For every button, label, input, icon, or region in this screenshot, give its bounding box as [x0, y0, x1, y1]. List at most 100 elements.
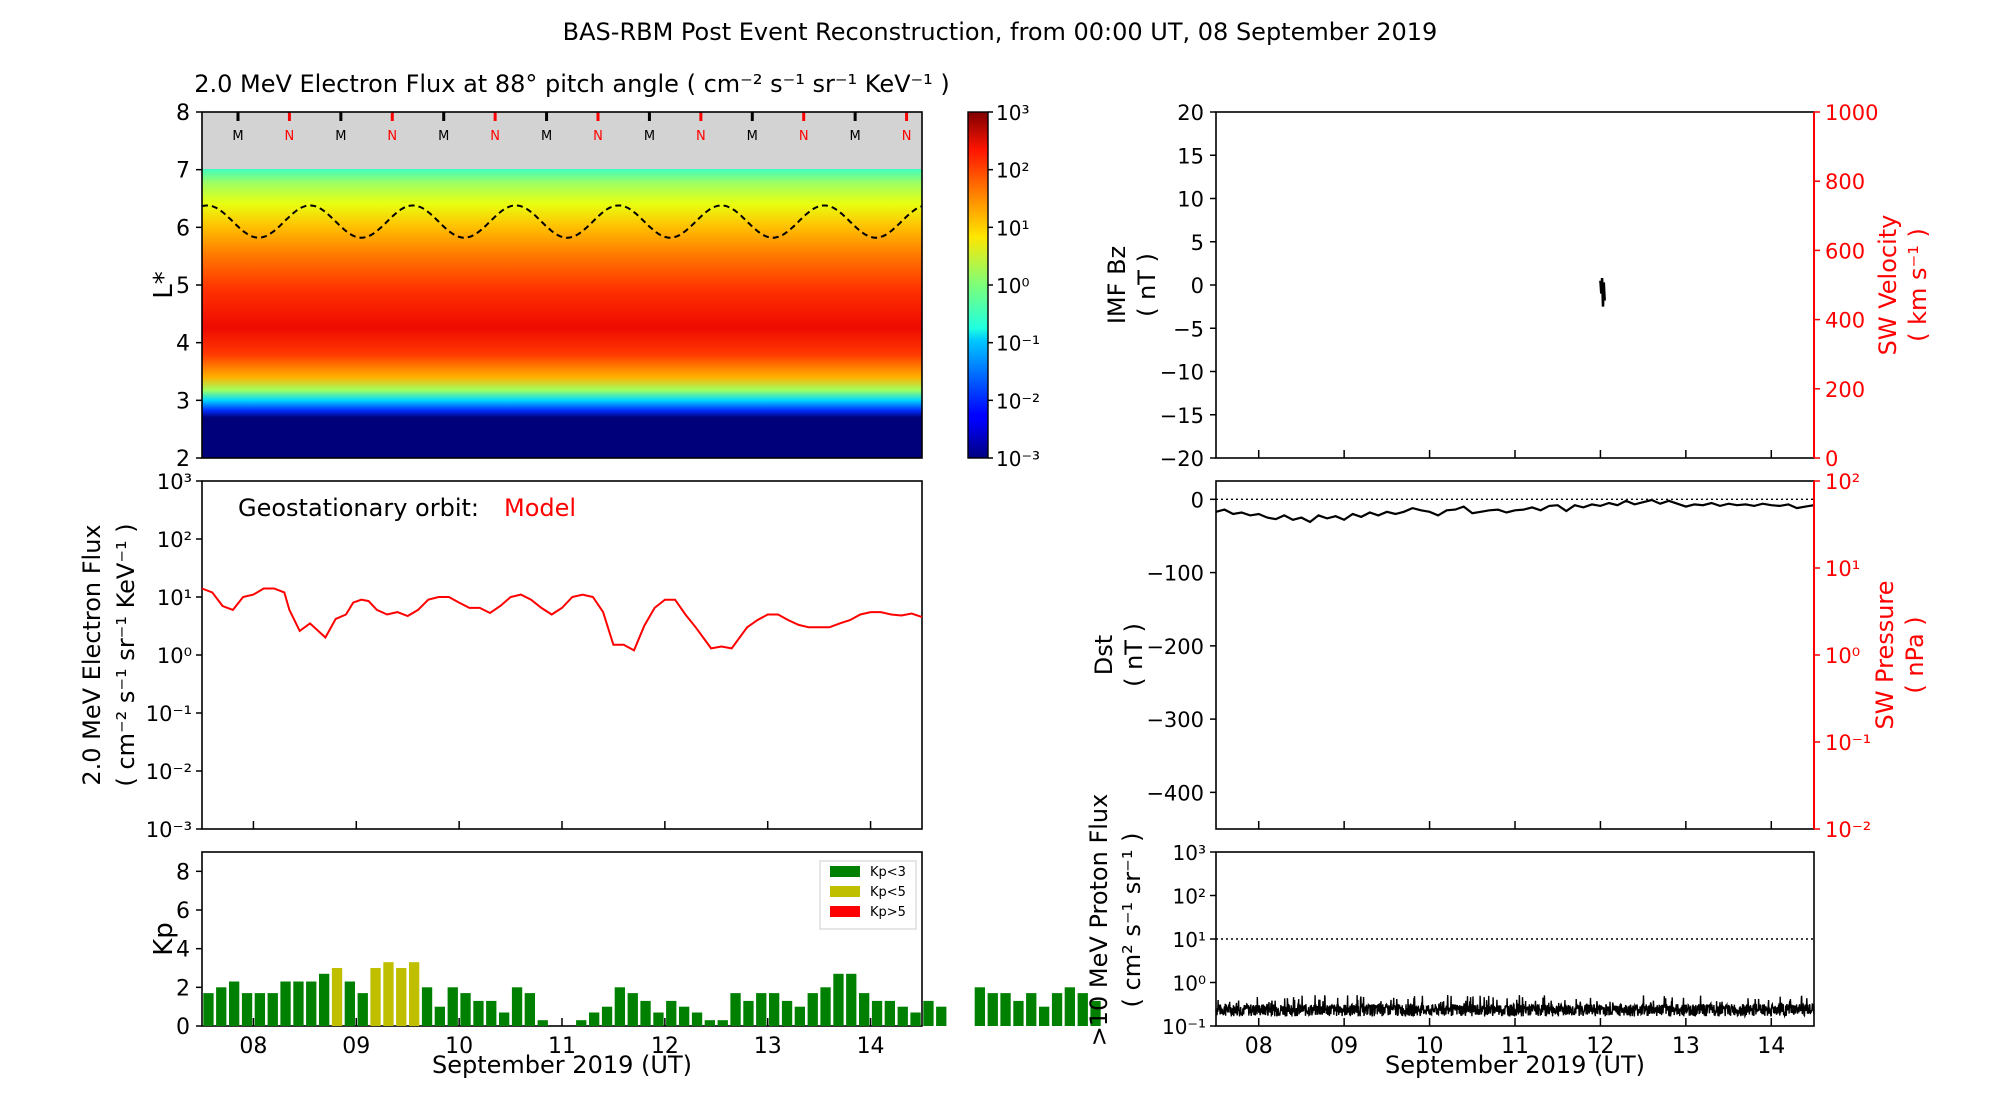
kp-bar	[1090, 1000, 1101, 1026]
colorbar-tick-label: 10⁻²	[996, 389, 1040, 413]
kp-bar	[396, 968, 407, 1026]
y-tick-label: 10⁻¹	[146, 702, 192, 726]
kp-legend-swatch-mid	[830, 886, 860, 897]
y2-tick-label: 10⁻²	[1825, 818, 1871, 842]
colorbar-tick-label: 10⁰	[996, 274, 1029, 298]
y-tick-label: 10⁻³	[146, 818, 192, 842]
x-tick-label: 11	[548, 1034, 576, 1059]
colorbar-tick-label: 10¹	[996, 216, 1029, 240]
kp-bar	[601, 1006, 613, 1026]
x-tick-label: 08	[1245, 1034, 1273, 1059]
dst-ylabel: Dst	[1090, 635, 1118, 675]
mlt-label: M	[232, 129, 243, 144]
colorbar-tick-label: 10⁻³	[996, 447, 1040, 471]
kp-bar	[871, 1000, 883, 1026]
y2-tick-label: 400	[1825, 309, 1865, 333]
kp-bar	[781, 1000, 793, 1026]
mlt-label: N	[593, 129, 603, 144]
proton-y-ticks: 10⁻¹ 10⁰ 10¹ 10² 10³	[1162, 841, 1216, 1039]
proton-ylabel-units: ( cm² s⁻¹ sr⁻¹ )	[1118, 833, 1146, 1008]
colorbar-tick-label: 10²	[996, 159, 1029, 183]
kp-bar	[460, 993, 471, 1026]
kp-bar	[306, 981, 317, 1026]
sw-pressure-ticks: 10⁻² 10⁻¹ 10⁰ 10¹ 10²	[1813, 470, 1871, 842]
y-tick-label: −200	[1146, 635, 1204, 659]
kp-legend-swatch-low	[830, 866, 860, 877]
kp-bar	[280, 981, 291, 1026]
imf-y-ticks: −20 −15 −10 −5 0 5 10 15 20	[1160, 101, 1216, 471]
kp-bar	[640, 1000, 651, 1026]
kp-bar	[293, 981, 304, 1026]
y-tick-label: −5	[1173, 317, 1204, 341]
y-tick-label: 10³	[1173, 841, 1206, 865]
kp-ylabel: Kp	[149, 922, 179, 956]
kp-bar	[897, 1006, 908, 1026]
proton-x-ticks: 08 09 10 11 12 13 14	[1245, 1018, 1785, 1059]
y-tick-label: 10⁰	[157, 644, 192, 668]
kp-bar	[743, 1000, 754, 1026]
mlt-label: M	[541, 129, 552, 144]
kp-bar	[434, 1006, 445, 1026]
kp-bar	[704, 1020, 715, 1026]
mlt-label: N	[902, 129, 912, 144]
kp-bar	[717, 1020, 728, 1026]
kp-bar	[1039, 1006, 1050, 1026]
sw-velocity-label: SW Velocity	[1874, 215, 1902, 356]
kp-bar	[974, 987, 985, 1026]
heatmap-y-ticks: 2 3 4 5 6 7 8	[176, 101, 202, 472]
y-tick-label: 10⁻¹	[1162, 1015, 1206, 1039]
y-tick-label: 0	[1191, 274, 1204, 298]
dst-x-ticks	[1257, 821, 1773, 829]
y2-tick-label: 600	[1825, 239, 1865, 263]
kp-panel: 0 2 4 6 8 08 09 10 11 12 13 14 Kp Kp<3 Kp<5 Kp>5 S…	[149, 851, 1101, 1079]
kp-bar	[216, 987, 227, 1026]
kp-bar	[756, 993, 767, 1026]
kp-bar	[524, 993, 535, 1026]
colorbar-tick-label: 10⁻¹	[996, 332, 1040, 356]
kp-bar	[936, 1006, 947, 1026]
kp-x-ticks: 08 09 10 11 12 13 14	[239, 1018, 885, 1059]
x-tick-label: 09	[1330, 1034, 1358, 1059]
model-flux-line	[201, 587, 923, 652]
sw-pressure-units: ( nPa )	[1901, 616, 1929, 693]
kp-bar	[923, 1000, 934, 1026]
heatmap-title: 2.0 MeV Electron Flux at 88° pitch angle…	[194, 70, 950, 98]
mlt-label: N	[285, 129, 295, 144]
y-tick-label: 5	[1191, 231, 1204, 255]
y2-tick-label: 0	[1825, 447, 1838, 471]
x-tick-label: 11	[1501, 1034, 1529, 1059]
mlt-label: M	[438, 129, 449, 144]
y-tick-label: 0	[1191, 488, 1204, 512]
proton-ylabel: >10 MeV Proton Flux	[1085, 794, 1113, 1047]
y-tick-label: 2	[176, 976, 190, 1001]
x-tick-label: 14	[857, 1034, 885, 1059]
y-tick-label: 4	[176, 938, 190, 963]
y-tick-label: −10	[1160, 361, 1204, 385]
kp-legend-swatch-high	[830, 906, 860, 917]
proton-flux-line	[1215, 994, 1815, 1019]
kp-bar	[794, 1006, 805, 1026]
imf-ylabel: IMF Bz	[1103, 246, 1131, 324]
y-tick-label: −20	[1160, 447, 1204, 471]
mlt-label: M	[335, 129, 346, 144]
sw-velocity-ticks: 0 200 400 600 800 1000	[1813, 101, 1878, 471]
kp-bar	[576, 1020, 587, 1026]
y-tick-label: 10	[1177, 188, 1204, 212]
kp-bar	[1077, 993, 1088, 1026]
y-tick-label: −300	[1146, 708, 1204, 732]
colorbar-tick-label: 10³	[996, 101, 1029, 125]
y-tick-label: 10¹	[157, 586, 192, 610]
kp-bar	[421, 987, 433, 1026]
kp-legend-label-mid: Kp<5	[870, 885, 906, 900]
imf-panel: −20 −15 −10 −5 0 5 10 15 20 0 200 400 600 800 1000 IM…	[1103, 101, 1932, 471]
kp-bar	[987, 993, 998, 1026]
mlt-label: N	[387, 129, 397, 144]
mlt-label: N	[799, 129, 809, 144]
kp-bar	[254, 993, 265, 1026]
kp-bar	[203, 993, 214, 1026]
mlt-label: M	[850, 129, 861, 144]
figure-title: BAS-RBM Post Event Reconstruction, from …	[563, 18, 1438, 46]
y-tick-label: 7	[176, 159, 190, 184]
magnetopause-band	[202, 112, 922, 169]
